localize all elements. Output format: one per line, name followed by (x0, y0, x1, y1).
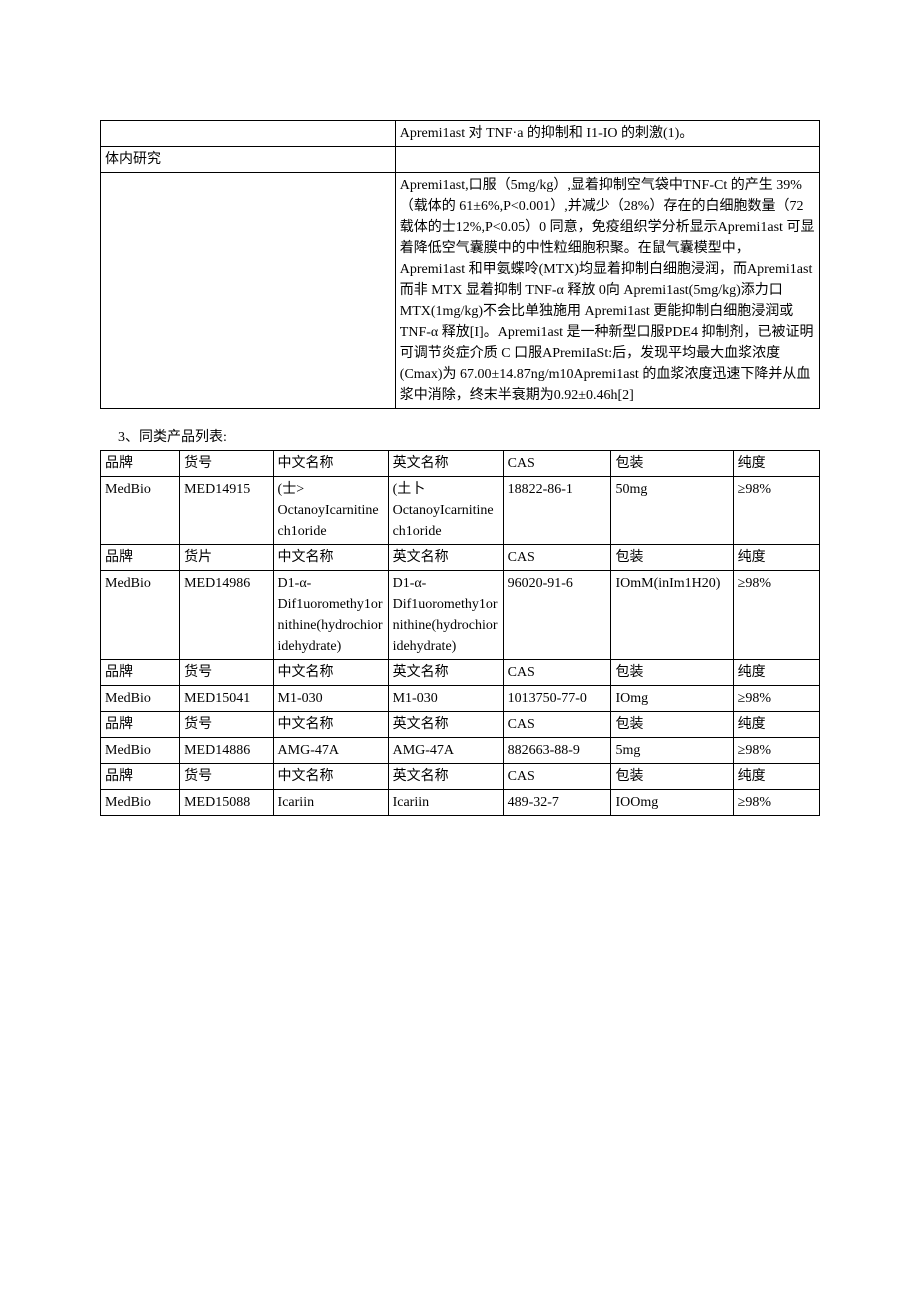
table-header-row: 品牌 货号 中文名称 英文名称 CAS 包装 纯度 (101, 660, 820, 686)
col-en: 英文名称 (388, 545, 503, 571)
cell-cn: (士> OctanoyIcarnitinech1oride (273, 477, 388, 545)
col-code: 货号 (180, 712, 273, 738)
col-code: 货号 (180, 451, 273, 477)
cell-cn: M1-030 (273, 686, 388, 712)
col-purity: 纯度 (733, 545, 819, 571)
cell-code: MED14915 (180, 477, 273, 545)
section-title: 3、同类产品列表: (118, 427, 820, 448)
table-row: MedBio MED14886 AMG-47A AMG-47A 882663-8… (101, 738, 820, 764)
col-purity: 纯度 (733, 712, 819, 738)
cell-en: Icariin (388, 790, 503, 816)
col-cn: 中文名称 (273, 764, 388, 790)
cell-code: MED15041 (180, 686, 273, 712)
study-table: Apremi1ast 对 TNF·a 的抑制和 I1-IO 的刺激(1)。 体内… (100, 120, 820, 409)
cell-pkg: IOOmg (611, 790, 733, 816)
col-code: 货号 (180, 764, 273, 790)
cell-purity: ≥98% (733, 686, 819, 712)
study-row1-left (101, 121, 396, 147)
col-brand: 品牌 (101, 660, 180, 686)
cell-en: AMG-47A (388, 738, 503, 764)
col-pkg: 包装 (611, 451, 733, 477)
cell-cas: 489-32-7 (503, 790, 611, 816)
table-header-row: 品牌 货号 中文名称 英文名称 CAS 包装 纯度 (101, 712, 820, 738)
cell-purity: ≥98% (733, 571, 819, 660)
table-row: MedBio MED14986 D1-α-Dif1uoromethy1ornit… (101, 571, 820, 660)
cell-en: M1-030 (388, 686, 503, 712)
col-en: 英文名称 (388, 764, 503, 790)
col-purity: 纯度 (733, 451, 819, 477)
table-row: Apremi1ast,口服（5mg/kg）,显着抑制空气袋中TNF-Ct 的产生… (101, 173, 820, 409)
cell-cas: 96020-91-6 (503, 571, 611, 660)
table-row: MedBio MED15041 M1-030 M1-030 1013750-77… (101, 686, 820, 712)
col-pkg: 包装 (611, 660, 733, 686)
cell-purity: ≥98% (733, 790, 819, 816)
cell-brand: MedBio (101, 571, 180, 660)
cell-brand: MedBio (101, 477, 180, 545)
cell-code: MED15088 (180, 790, 273, 816)
col-brand: 品牌 (101, 712, 180, 738)
col-en: 英文名称 (388, 712, 503, 738)
col-brand: 品牌 (101, 764, 180, 790)
col-cas: CAS (503, 545, 611, 571)
col-cn: 中文名称 (273, 660, 388, 686)
cell-cn: Icariin (273, 790, 388, 816)
cell-brand: MedBio (101, 686, 180, 712)
cell-cas: 1013750-77-0 (503, 686, 611, 712)
table-row: MedBio MED15088 Icariin Icariin 489-32-7… (101, 790, 820, 816)
cell-cas: 18822-86-1 (503, 477, 611, 545)
col-purity: 纯度 (733, 660, 819, 686)
cell-code: MED14986 (180, 571, 273, 660)
col-cas: CAS (503, 764, 611, 790)
study-row1-right: Apremi1ast 对 TNF·a 的抑制和 I1-IO 的刺激(1)。 (395, 121, 819, 147)
col-brand: 品牌 (101, 545, 180, 571)
col-pkg: 包装 (611, 712, 733, 738)
cell-cn: AMG-47A (273, 738, 388, 764)
study-row3-right: Apremi1ast,口服（5mg/kg）,显着抑制空气袋中TNF-Ct 的产生… (395, 173, 819, 409)
cell-purity: ≥98% (733, 738, 819, 764)
table-header-row: 品牌 货片 中文名称 英文名称 CAS 包装 纯度 (101, 545, 820, 571)
cell-cn: D1-α-Dif1uoromethy1ornithine(hydrochiori… (273, 571, 388, 660)
table-header-row: 品牌 货号 中文名称 英文名称 CAS 包装 纯度 (101, 451, 820, 477)
table-row: 体内研究 (101, 147, 820, 173)
col-cn: 中文名称 (273, 712, 388, 738)
cell-brand: MedBio (101, 738, 180, 764)
cell-en: D1-α-Dif1uoromethy1ornithine(hydrochiori… (388, 571, 503, 660)
col-cas: CAS (503, 451, 611, 477)
cell-pkg: IOmg (611, 686, 733, 712)
product-table: 品牌 货号 中文名称 英文名称 CAS 包装 纯度 MedBio MED1491… (100, 450, 820, 816)
col-cas: CAS (503, 712, 611, 738)
cell-cas: 882663-88-9 (503, 738, 611, 764)
study-row3-left (101, 173, 396, 409)
cell-pkg: 5mg (611, 738, 733, 764)
col-en: 英文名称 (388, 660, 503, 686)
table-row: Apremi1ast 对 TNF·a 的抑制和 I1-IO 的刺激(1)。 (101, 121, 820, 147)
col-code: 货片 (180, 545, 273, 571)
cell-en: (土卜 OctanoyIcarnitinech1oride (388, 477, 503, 545)
table-header-row: 品牌 货号 中文名称 英文名称 CAS 包装 纯度 (101, 764, 820, 790)
cell-code: MED14886 (180, 738, 273, 764)
cell-brand: MedBio (101, 790, 180, 816)
col-cn: 中文名称 (273, 451, 388, 477)
table-row: MedBio MED14915 (士> OctanoyIcarnitinech1… (101, 477, 820, 545)
col-brand: 品牌 (101, 451, 180, 477)
col-pkg: 包装 (611, 545, 733, 571)
study-row2-left: 体内研究 (101, 147, 396, 173)
col-code: 货号 (180, 660, 273, 686)
cell-pkg: 50mg (611, 477, 733, 545)
study-row2-right (395, 147, 819, 173)
col-en: 英文名称 (388, 451, 503, 477)
cell-pkg: IOmM(inIm1H20) (611, 571, 733, 660)
col-purity: 纯度 (733, 764, 819, 790)
col-pkg: 包装 (611, 764, 733, 790)
col-cn: 中文名称 (273, 545, 388, 571)
col-cas: CAS (503, 660, 611, 686)
cell-purity: ≥98% (733, 477, 819, 545)
